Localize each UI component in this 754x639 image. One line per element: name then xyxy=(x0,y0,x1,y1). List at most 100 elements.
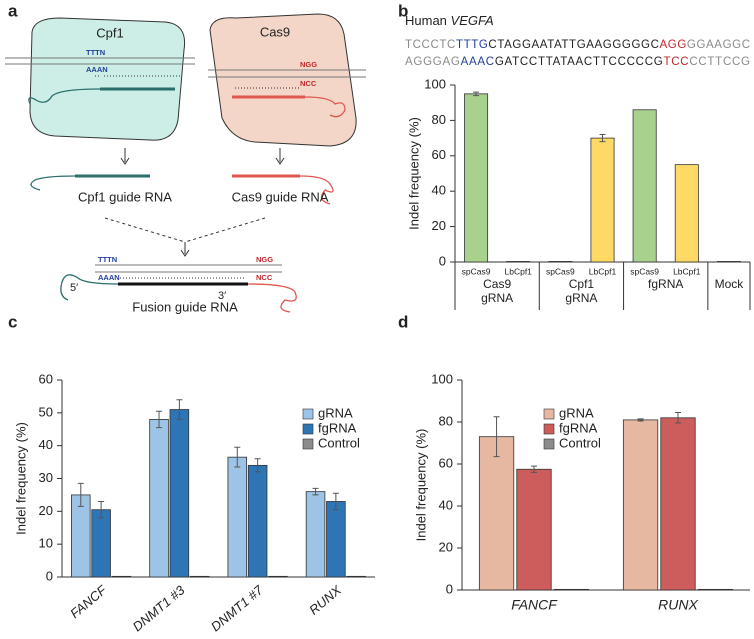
bar xyxy=(247,464,268,578)
bar xyxy=(71,494,91,578)
y-tick-label: 60 xyxy=(39,371,53,386)
cpf1-protein xyxy=(29,17,186,141)
legend-label: gRNA xyxy=(559,405,594,420)
x-tick-label: RUNX xyxy=(658,597,698,613)
y-tick-label: 20 xyxy=(39,503,53,518)
y-tick-label: 100 xyxy=(431,371,453,386)
sequence-segment: GGAAGGC xyxy=(687,39,750,51)
sequence-segment: GATCCTTATAACTTCCCCCG xyxy=(495,56,663,68)
bar xyxy=(305,491,326,578)
error-bar xyxy=(599,134,606,143)
bar xyxy=(326,501,346,578)
y-axis-label: Indel frequency (%) xyxy=(413,429,428,542)
x-tick-label: FANCF xyxy=(511,597,558,613)
bar xyxy=(553,588,590,591)
end-label: 5′ xyxy=(70,282,78,294)
y-tick-label: 20 xyxy=(439,539,453,554)
guide-label: Cas9 guide RNA xyxy=(232,189,329,204)
legend-label: Control xyxy=(559,435,601,450)
pam-label: TTTN xyxy=(86,48,105,57)
arrow-head xyxy=(120,157,130,165)
pam-label: NGG xyxy=(300,60,317,69)
legend-swatch xyxy=(543,438,555,450)
bar xyxy=(149,418,169,578)
legend-label: Control xyxy=(318,435,360,450)
sequence-segment: AAAC xyxy=(461,56,495,68)
y-tick-label: 10 xyxy=(39,536,53,551)
panel-label: a xyxy=(8,1,18,20)
bar xyxy=(660,417,696,591)
error-bar xyxy=(98,500,105,519)
x-tick-label: spCas9 xyxy=(546,266,575,276)
sequence-line: TCCCTCTTTGCTAGGAATATTGAAGGGGGCAGGGGAAGGC xyxy=(405,39,750,51)
bar xyxy=(169,409,190,578)
x-tick-label: DNMT1 #3 xyxy=(130,582,188,634)
bar xyxy=(632,109,657,263)
x-tick-label: LbCpf1 xyxy=(673,266,701,276)
y-tick-label: 100 xyxy=(424,76,446,91)
x-tick-label: spCas9 xyxy=(630,266,659,276)
sequence-segment: TCC xyxy=(663,56,688,68)
bar xyxy=(548,261,573,263)
y-axis-label: Indel frequency (%) xyxy=(406,117,421,230)
legend-swatch xyxy=(302,438,314,450)
error-bar xyxy=(332,492,339,511)
pam-label: NCC xyxy=(256,273,273,282)
bar xyxy=(516,468,552,591)
cpf1-guide-tail xyxy=(28,88,101,105)
cpf1-guide-tail xyxy=(30,175,76,191)
panel-label: c xyxy=(8,312,17,331)
x-tick-label: RUNX xyxy=(306,582,345,618)
bar xyxy=(91,509,111,578)
pam-label: TTTN xyxy=(98,255,117,264)
y-tick-label: 0 xyxy=(439,253,446,268)
y-tick-label: 40 xyxy=(432,183,446,198)
bar xyxy=(227,456,248,578)
sequence-line: AGGGAGAAACGATCCTTATAACTTCCCCCGTCCCCTTCCG xyxy=(405,56,750,68)
error-bar xyxy=(312,487,319,496)
y-tick-label: 40 xyxy=(39,437,53,452)
bar xyxy=(716,261,741,263)
arrow-head xyxy=(180,249,190,257)
error-bar xyxy=(156,410,163,429)
y-tick-label: 40 xyxy=(439,497,453,512)
bar xyxy=(478,436,515,591)
x-tick-label: DNMT1 #7 xyxy=(208,582,266,634)
bar xyxy=(697,588,734,591)
bar xyxy=(590,137,615,263)
panel-label: b xyxy=(398,1,408,20)
legend-swatch xyxy=(543,408,555,420)
fusion-tail-right xyxy=(247,283,297,313)
error-bar xyxy=(176,399,183,420)
pam-label: AAAN xyxy=(86,65,108,74)
cas9-guide-tail xyxy=(304,96,346,118)
bar xyxy=(674,164,699,263)
y-tick-label: 50 xyxy=(39,404,53,419)
dashed-line xyxy=(104,217,186,243)
y-tick-label: 0 xyxy=(446,581,453,596)
y-tick-label: 80 xyxy=(432,112,446,127)
guide-label: Cpf1 guide RNA xyxy=(78,189,172,204)
arrow-head xyxy=(275,157,285,165)
error-bar xyxy=(473,91,480,97)
error-bar xyxy=(77,482,84,507)
x-tick-label: FANCF xyxy=(67,582,110,621)
y-tick-label: 60 xyxy=(439,455,453,470)
sequence: TCCCTCTTTGCTAGGAATATTGAAGGGGGCAGGGGAAGGC… xyxy=(405,39,750,68)
bar xyxy=(464,93,489,263)
bar xyxy=(506,261,531,263)
sequence-segment: CTAGGAATATTGAAGGGGGC xyxy=(488,39,658,51)
group-label: Mock xyxy=(715,277,745,291)
legend-swatch xyxy=(543,423,555,435)
cas9-protein xyxy=(209,13,357,147)
y-tick-label: 60 xyxy=(432,147,446,162)
error-bar xyxy=(675,412,681,424)
y-tick-label: 20 xyxy=(432,218,446,233)
x-tick-label: spCas9 xyxy=(462,266,491,276)
sequence-segment: AGGGAG xyxy=(405,56,460,68)
y-axis-label: Indel frequency (%) xyxy=(13,422,28,535)
y-tick-label: 30 xyxy=(39,470,53,485)
group-label: Cpf1 gRNA xyxy=(565,277,597,305)
error-bar xyxy=(254,458,261,473)
